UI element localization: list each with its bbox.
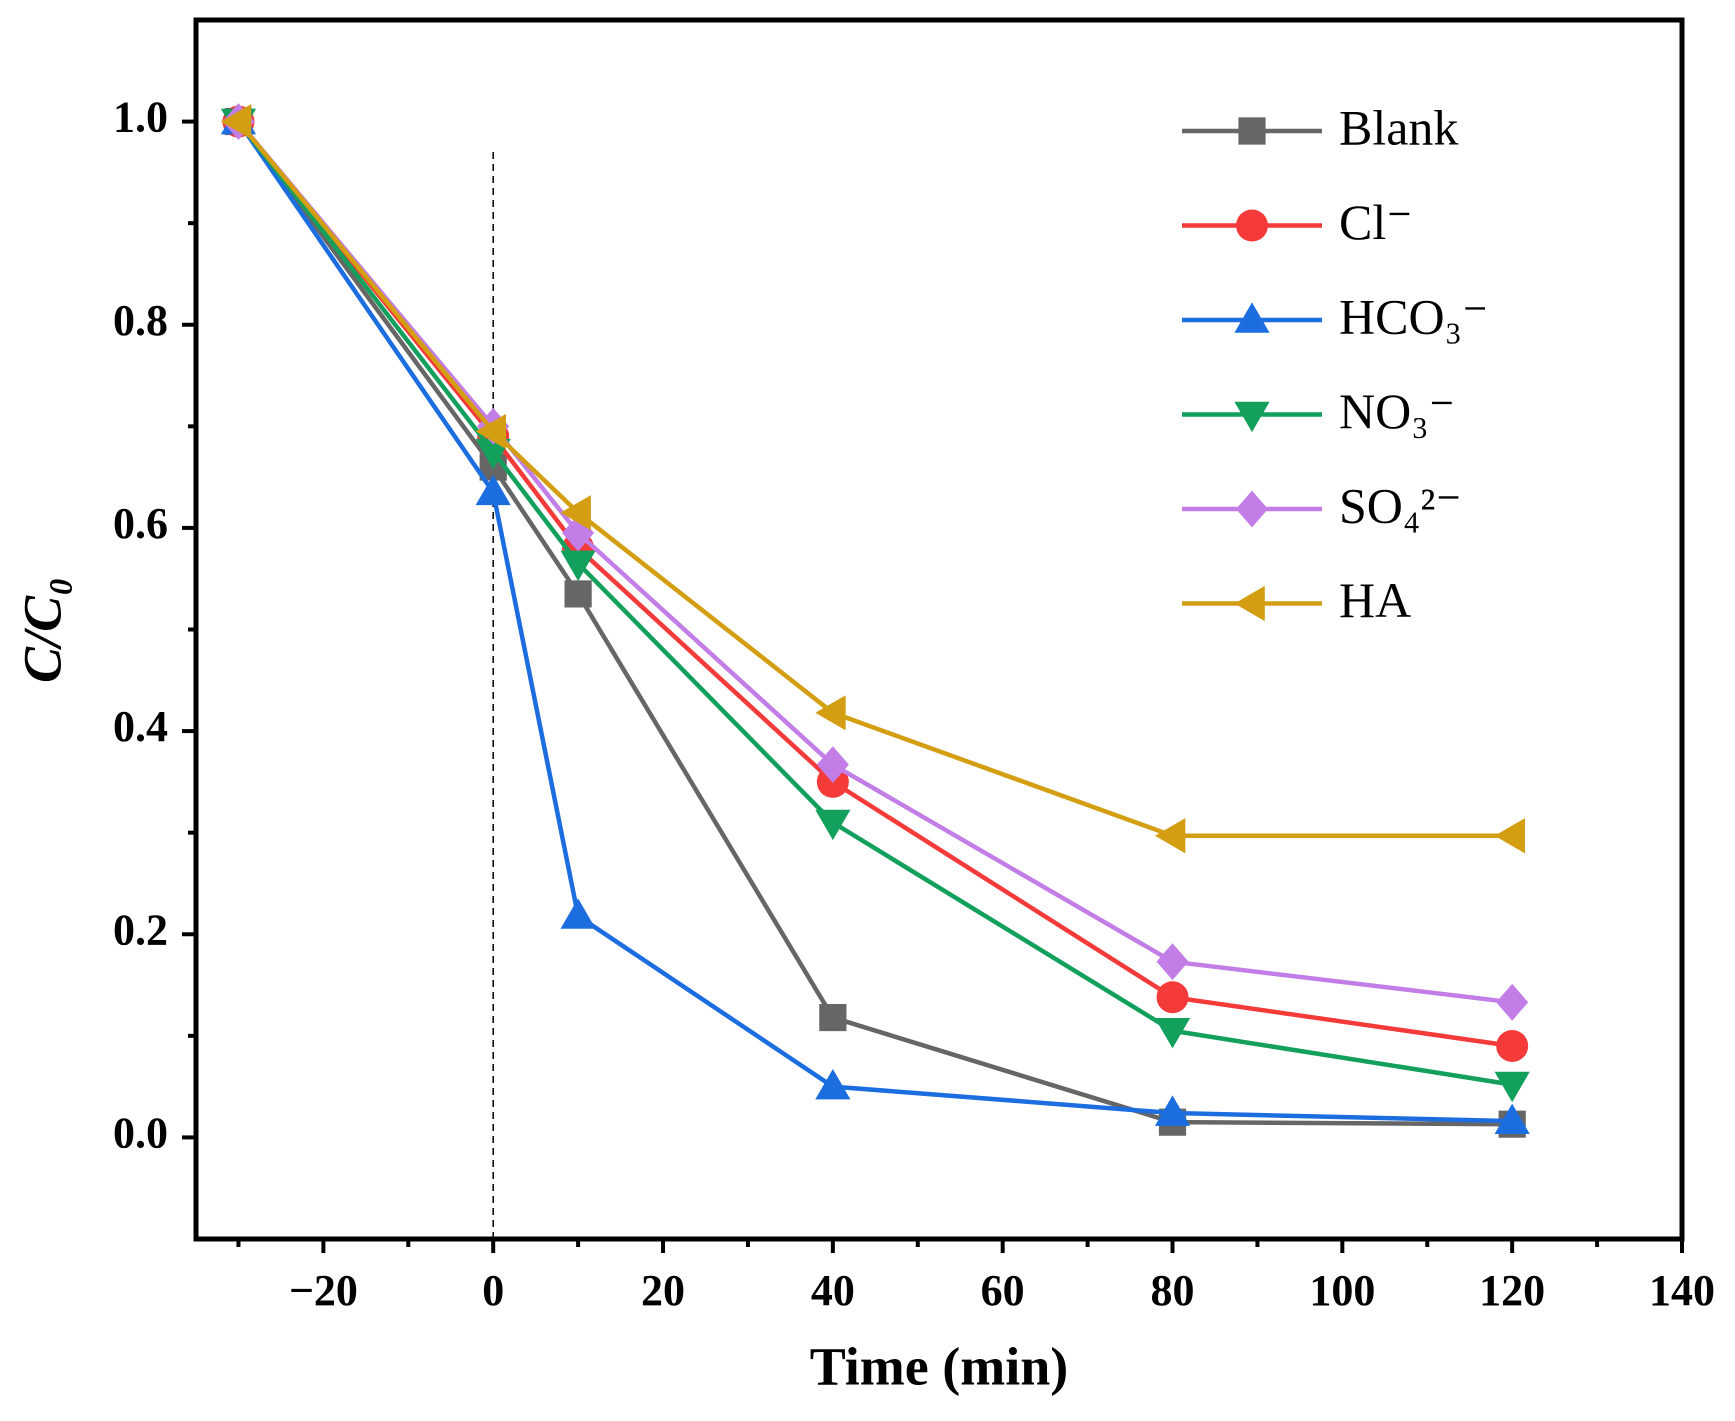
x-tick-label: 60 [981,1266,1025,1315]
x-tick-label: 140 [1649,1266,1715,1315]
marker [1156,943,1189,981]
legend-marker [1234,585,1265,622]
y-tick-label: 0.2 [113,905,168,954]
marker [1494,1103,1530,1134]
marker [1496,983,1529,1021]
series-line [236,120,1513,1087]
series-line [236,120,1513,1049]
marker [819,1003,847,1032]
marker [815,695,846,731]
series-line [236,120,1513,838]
legend-label: HA [1339,572,1411,628]
legend-label: SO₄²⁻ [1339,477,1462,533]
legend-marker [1234,302,1270,333]
marker [1154,1017,1191,1049]
marker [1494,818,1525,854]
y-tick-label: 0.6 [113,499,168,548]
legend-label: HCO₃⁻ [1339,288,1488,344]
marker [815,1069,851,1100]
marker [1156,981,1189,1014]
x-tick-label: −20 [289,1266,358,1315]
legend-label: NO₃⁻ [1339,383,1455,439]
y-tick-label: 0.4 [113,702,168,751]
x-tick-label: 20 [641,1266,685,1315]
marker [1494,1071,1530,1103]
plot-frame [193,17,1685,1242]
x-tick-label: 0 [482,1266,504,1315]
marker [560,495,591,531]
x-tick-label: 80 [1151,1266,1195,1315]
x-tick-label: 100 [1309,1266,1375,1315]
y-tick-label: 1.0 [113,93,168,142]
legend-label: Blank [1339,99,1458,155]
y-tick-label: 0.0 [113,1109,168,1158]
y-axis-label: C/C₀ [12,577,72,683]
legend-marker [1234,401,1270,433]
marker [560,550,596,582]
series-line [236,120,1513,1127]
marker [560,898,596,929]
marker [1496,1029,1529,1062]
marker [815,809,851,841]
marker [816,746,849,784]
x-tick-label: 120 [1479,1266,1545,1315]
x-axis-label: Time (min) [810,1336,1068,1396]
marker [475,474,511,506]
marker [220,103,252,140]
y-tick-label: 0.8 [113,296,168,345]
marker [564,580,592,608]
marker [1154,1095,1191,1126]
series-line [236,120,1513,1124]
x-tick-label: 40 [811,1266,855,1315]
legend-marker [1238,117,1266,145]
series-line [236,120,1513,1005]
marker [475,413,506,450]
legend-label: Cl⁻ [1339,194,1413,250]
legend-marker [1236,490,1268,528]
legend-marker [1236,209,1268,242]
marker [1154,818,1186,854]
